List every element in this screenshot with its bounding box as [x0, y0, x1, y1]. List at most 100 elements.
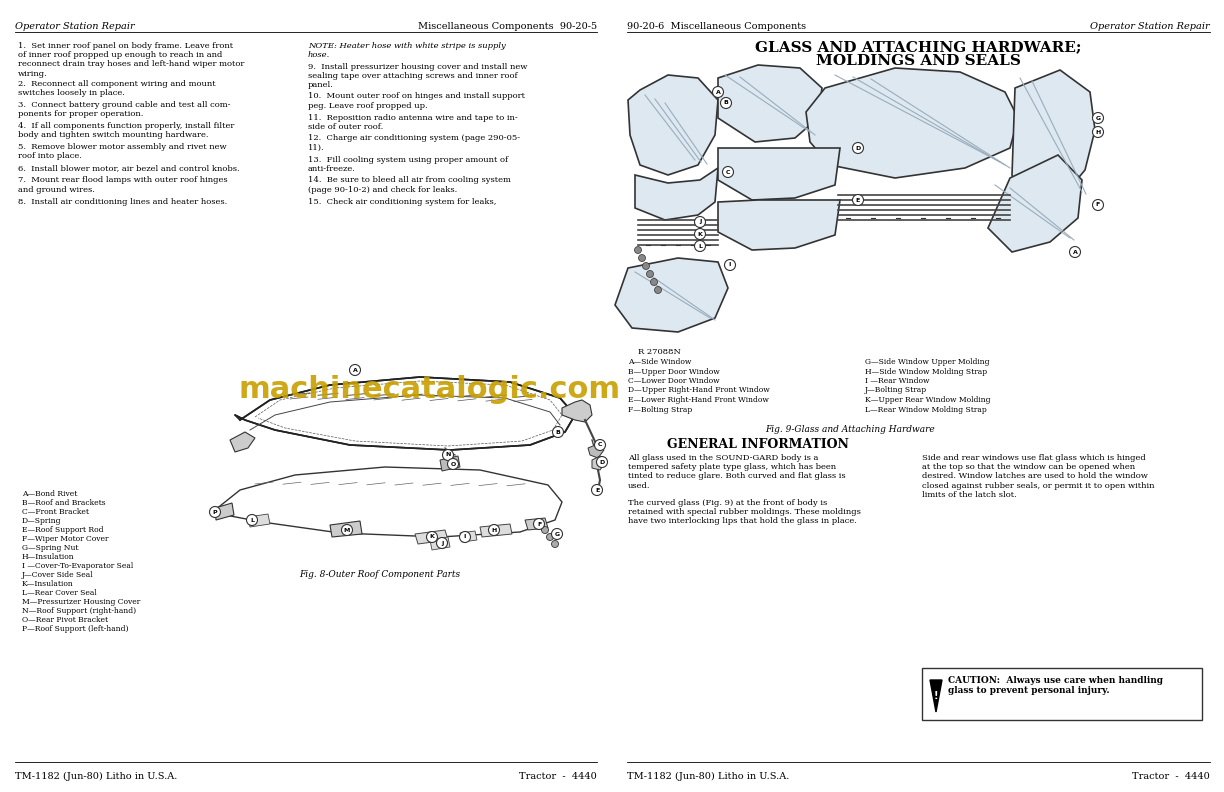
Text: E—Lower Right-Hand Front Window: E—Lower Right-Hand Front Window — [628, 396, 769, 404]
Circle shape — [341, 524, 353, 535]
Polygon shape — [235, 377, 575, 450]
Circle shape — [1093, 112, 1104, 124]
Polygon shape — [718, 200, 840, 250]
Text: 1.  Set inner roof panel on body frame. Leave front
of inner roof propped up eno: 1. Set inner roof panel on body frame. L… — [18, 42, 245, 78]
Circle shape — [1093, 200, 1104, 211]
Text: B—Roof and Brackets: B—Roof and Brackets — [22, 499, 105, 507]
Circle shape — [1070, 246, 1081, 257]
Text: 9.  Install pressurizer housing cover and install new
sealing tape over attachin: 9. Install pressurizer housing cover and… — [308, 63, 528, 89]
Polygon shape — [805, 68, 1018, 178]
Text: F—Wiper Motor Cover: F—Wiper Motor Cover — [22, 535, 109, 543]
Text: M—Pressurizer Housing Cover: M—Pressurizer Housing Cover — [22, 598, 141, 606]
Text: 5.  Remove blower motor assembly and rivet new
roof into place.: 5. Remove blower motor assembly and rive… — [18, 143, 226, 160]
Text: D: D — [856, 146, 860, 150]
Text: D: D — [600, 459, 605, 464]
Circle shape — [596, 456, 607, 467]
Circle shape — [552, 528, 563, 539]
Text: L—Rear Window Molding Strap: L—Rear Window Molding Strap — [865, 406, 987, 413]
Polygon shape — [562, 400, 592, 422]
Polygon shape — [211, 467, 562, 537]
Text: R 27088N: R 27088N — [638, 348, 681, 356]
Text: L: L — [698, 243, 703, 249]
Polygon shape — [718, 148, 840, 200]
Text: Operator Station Repair: Operator Station Repair — [1091, 22, 1211, 31]
Text: J: J — [441, 540, 443, 546]
Text: Side and rear windows use flat glass which is hinged
at the top so that the wind: Side and rear windows use flat glass whi… — [922, 454, 1154, 499]
Text: Fig. 8-Outer Roof Component Parts: Fig. 8-Outer Roof Component Parts — [300, 570, 460, 579]
Circle shape — [350, 364, 361, 375]
Circle shape — [852, 195, 863, 205]
Text: MOLDINGS AND SEALS: MOLDINGS AND SEALS — [815, 54, 1021, 68]
Text: CAUTION:  Always use care when handling
glass to prevent personal injury.: CAUTION: Always use care when handling g… — [949, 676, 1163, 695]
Text: J—Cover Side Seal: J—Cover Side Seal — [22, 571, 93, 579]
Circle shape — [591, 485, 602, 496]
Polygon shape — [439, 456, 460, 471]
Polygon shape — [480, 524, 512, 537]
Text: B: B — [723, 101, 728, 105]
Text: 90-20-6  Miscellaneous Components: 90-20-6 Miscellaneous Components — [627, 22, 807, 31]
Circle shape — [246, 515, 257, 526]
Circle shape — [722, 166, 733, 177]
Polygon shape — [588, 444, 603, 458]
Text: H—Insulation: H—Insulation — [22, 553, 75, 561]
Text: E—Roof Support Rod: E—Roof Support Rod — [22, 526, 104, 534]
Text: G: G — [1095, 116, 1100, 120]
Text: K: K — [698, 231, 703, 237]
Polygon shape — [635, 168, 718, 220]
Circle shape — [448, 459, 459, 470]
Text: C—Front Bracket: C—Front Bracket — [22, 508, 89, 516]
Text: A—Bond Rivet: A—Bond Rivet — [22, 490, 77, 498]
Text: machinecatalogic.com: machinecatalogic.com — [239, 375, 621, 405]
Polygon shape — [415, 530, 448, 544]
Text: TM-1182 (Jun-80) Litho in U.S.A.: TM-1182 (Jun-80) Litho in U.S.A. — [627, 772, 789, 781]
Text: G: G — [554, 531, 559, 536]
Text: F: F — [1095, 203, 1100, 208]
Bar — [922, 668, 1202, 720]
Text: P—Roof Support (left-hand): P—Roof Support (left-hand) — [22, 625, 129, 633]
Text: H: H — [1095, 130, 1100, 135]
Polygon shape — [230, 432, 255, 452]
Polygon shape — [1012, 70, 1095, 205]
Text: TM-1182 (Jun-80) Litho in U.S.A.: TM-1182 (Jun-80) Litho in U.S.A. — [15, 772, 177, 781]
Polygon shape — [628, 75, 718, 175]
Polygon shape — [248, 514, 271, 527]
Text: Fig. 9-Glass and Attaching Hardware: Fig. 9-Glass and Attaching Hardware — [765, 425, 935, 434]
Text: 13.  Fill cooling system using proper amount of
anti-freeze.: 13. Fill cooling system using proper amo… — [308, 155, 508, 173]
Polygon shape — [215, 503, 234, 520]
Circle shape — [209, 507, 220, 517]
Text: Operator Station Repair: Operator Station Repair — [15, 22, 135, 31]
Polygon shape — [592, 456, 605, 470]
Text: Miscellaneous Components  90-20-5: Miscellaneous Components 90-20-5 — [417, 22, 597, 31]
Circle shape — [534, 519, 545, 530]
Text: O: O — [450, 462, 455, 466]
Text: Tractor  -  4440: Tractor - 4440 — [519, 772, 597, 781]
Circle shape — [426, 531, 437, 543]
Text: J—Bolting Strap: J—Bolting Strap — [865, 386, 927, 394]
Circle shape — [541, 527, 548, 534]
Polygon shape — [330, 521, 362, 537]
Text: J: J — [699, 219, 701, 224]
Text: A: A — [716, 89, 721, 94]
Text: 3.  Connect battery ground cable and test all com-
ponents for proper operation.: 3. Connect battery ground cable and test… — [18, 101, 230, 118]
Circle shape — [459, 531, 470, 543]
Text: 2.  Reconnect all component wiring and mount
switches loosely in place.: 2. Reconnect all component wiring and mo… — [18, 80, 215, 97]
Polygon shape — [930, 680, 942, 712]
Text: L—Rear Cover Seal: L—Rear Cover Seal — [22, 589, 97, 597]
Circle shape — [694, 216, 705, 227]
Circle shape — [694, 229, 705, 239]
Circle shape — [712, 86, 723, 97]
Text: 11.  Reposition radio antenna wire and tape to in-
side of outer roof.: 11. Reposition radio antenna wire and ta… — [308, 113, 518, 131]
Polygon shape — [614, 258, 728, 332]
Text: 15.  Check air conditioning system for leaks,: 15. Check air conditioning system for le… — [308, 197, 497, 205]
Text: B: B — [556, 429, 561, 435]
Circle shape — [552, 540, 558, 547]
Text: D—Upper Right-Hand Front Window: D—Upper Right-Hand Front Window — [628, 386, 770, 394]
Polygon shape — [525, 518, 548, 530]
Polygon shape — [430, 537, 450, 550]
Circle shape — [552, 427, 563, 437]
Text: B—Upper Door Window: B—Upper Door Window — [628, 367, 720, 375]
Text: NOTE: Heater hose with white stripe is supply
hose.: NOTE: Heater hose with white stripe is s… — [308, 42, 506, 59]
Text: D—Spring: D—Spring — [22, 517, 61, 525]
Text: K: K — [430, 535, 435, 539]
Polygon shape — [460, 531, 477, 542]
